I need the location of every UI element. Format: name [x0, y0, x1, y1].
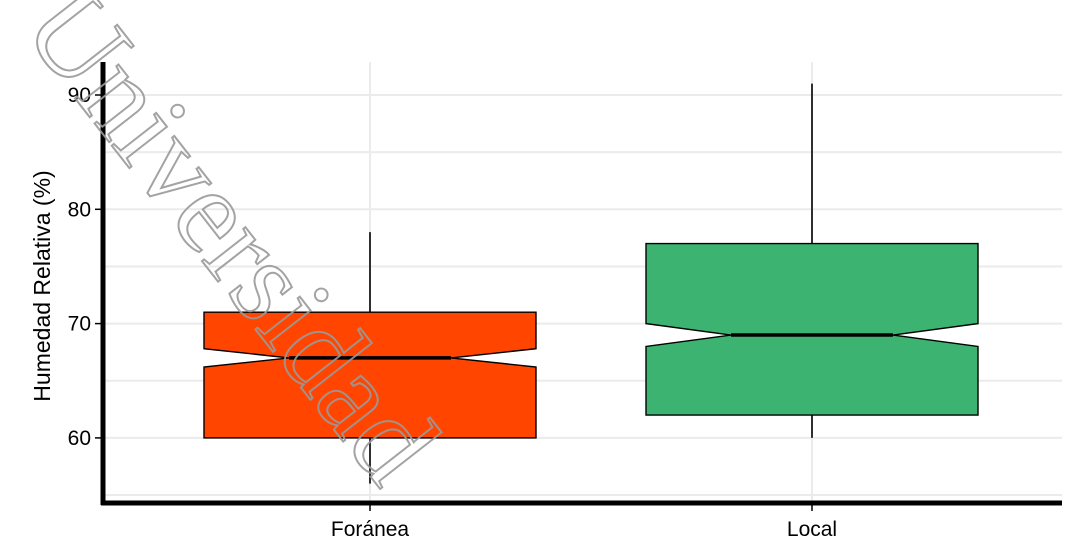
- x-tick-label: Local: [787, 518, 837, 540]
- y-tick-label: 80: [68, 198, 91, 221]
- axes: [95, 62, 1062, 511]
- box-local: [645, 242, 979, 416]
- x-tick-labels: Foránea Local: [331, 518, 837, 540]
- y-tick-labels: 60 70 80 90: [68, 84, 91, 450]
- box-foranea: [203, 311, 537, 439]
- y-tick-label: 60: [68, 427, 91, 450]
- y-tick-label: 70: [68, 313, 91, 336]
- x-tick-label: Foránea: [331, 518, 410, 540]
- y-tick-label: 90: [68, 84, 91, 107]
- boxes: [203, 83, 979, 484]
- y-axis-title: Humedad Relativa (%): [29, 170, 55, 401]
